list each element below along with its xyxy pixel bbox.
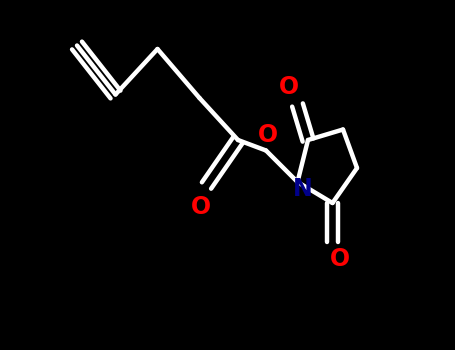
Text: O: O [191, 195, 211, 218]
Text: O: O [329, 247, 349, 271]
Text: O: O [258, 123, 278, 147]
Text: N: N [293, 177, 313, 201]
Text: O: O [278, 76, 299, 99]
